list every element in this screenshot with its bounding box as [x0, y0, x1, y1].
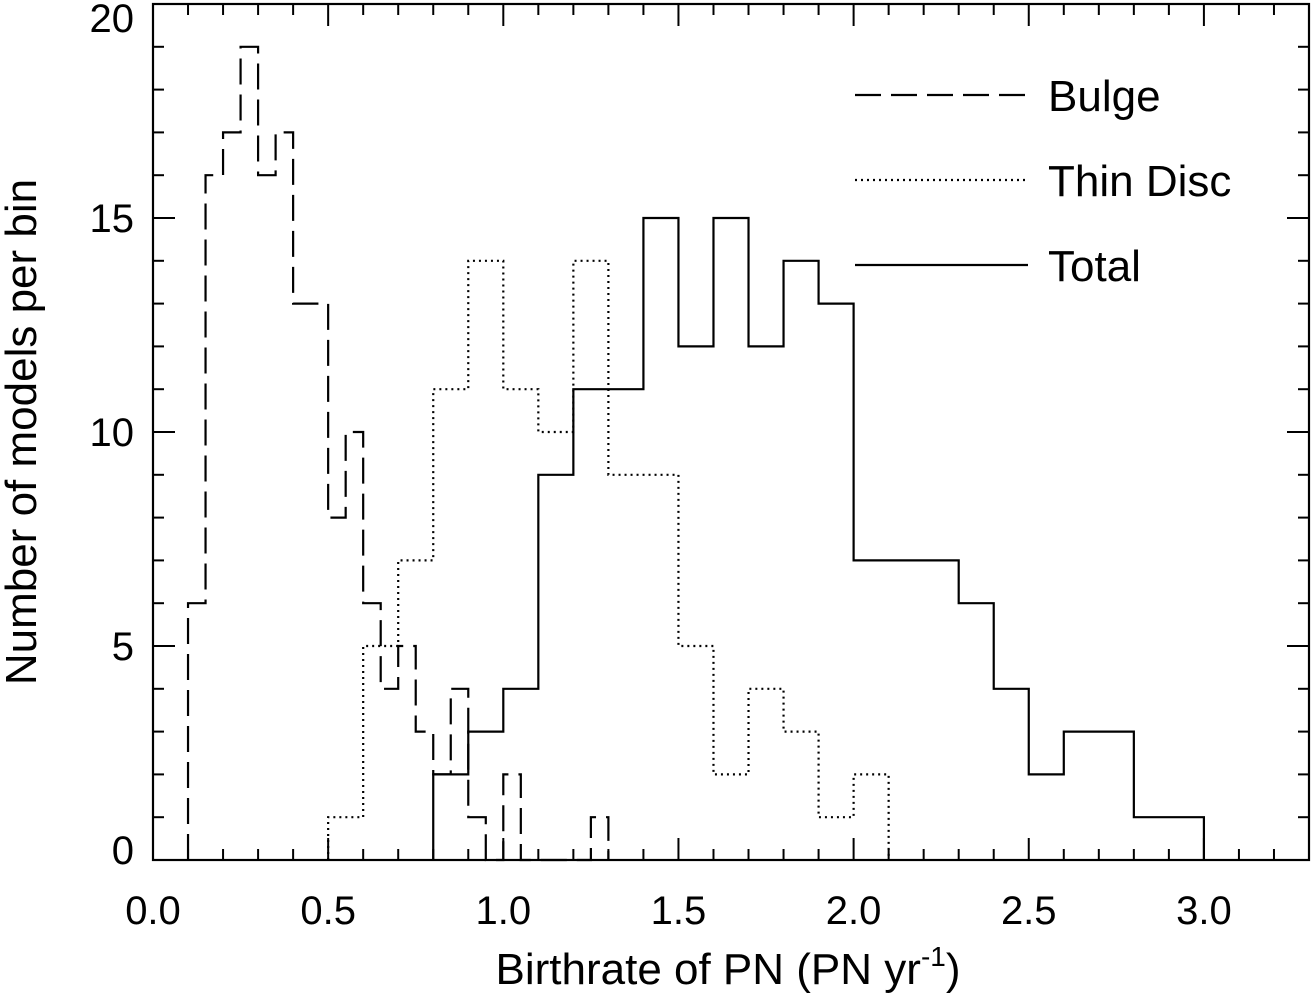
series-bulge-line: [186, 45, 610, 862]
y-tick-label: 10: [90, 411, 135, 455]
x-tick-label: 0.0: [125, 889, 181, 933]
y-tick-label: 20: [90, 0, 135, 41]
legend-label-thin-disc: Thin Disc: [1048, 157, 1231, 206]
x-tick-label: 2.0: [826, 889, 882, 933]
axis-layer: 0.0 0.5 1.0 1.5 2.0 2.5 3.0 0 5 10 15 20: [90, 0, 1311, 933]
legend-label-total: Total: [1048, 242, 1141, 291]
y-tick-label: 0: [112, 829, 134, 873]
y-tick-label: 5: [112, 625, 134, 669]
x-tick-label: 3.0: [1176, 889, 1232, 933]
x-tick-label: 1.5: [651, 889, 707, 933]
series-total-line: [432, 216, 1206, 860]
x-tick-label: 1.0: [475, 889, 531, 933]
x-axis-title-main: Birthrate of PN (PN yr: [496, 945, 921, 994]
legend-label-bulge: Bulge: [1048, 72, 1161, 121]
x-axis-title-suffix: ): [946, 945, 961, 994]
x-tick-label: 2.5: [1001, 889, 1057, 933]
y-tick-label: 15: [90, 197, 135, 241]
y-axis-title: Number of models per bin: [0, 179, 46, 685]
series-layer: [186, 45, 1206, 862]
x-axis-title-superscript: -1: [921, 941, 946, 972]
x-tick-label: 0.5: [300, 889, 356, 933]
x-axis-title: Birthrate of PN (PN yr-1): [496, 941, 961, 994]
legend: Bulge Thin Disc Total: [855, 72, 1231, 291]
